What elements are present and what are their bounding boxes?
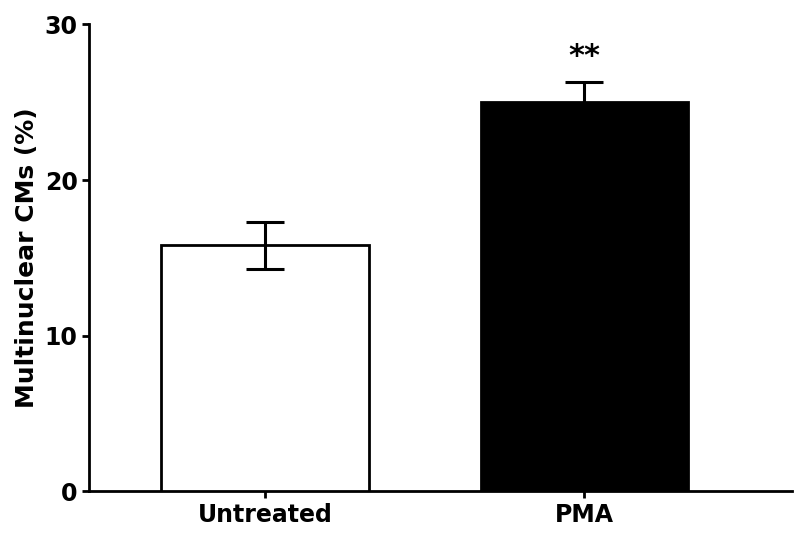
Bar [481, 102, 688, 491]
Bar [161, 246, 369, 491]
Text: **: ** [568, 42, 600, 71]
Y-axis label: Multinuclear CMs (%): Multinuclear CMs (%) [15, 107, 39, 408]
